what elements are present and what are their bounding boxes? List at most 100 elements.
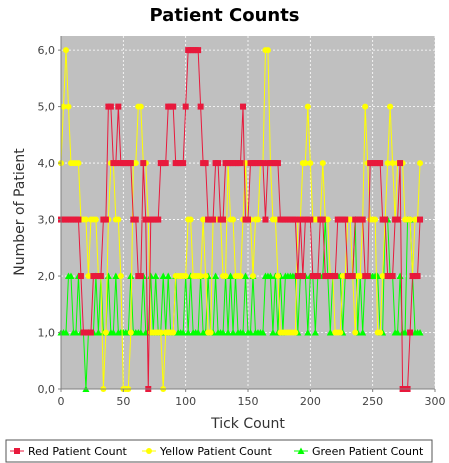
yellow-patient-count-point (324, 216, 331, 223)
green-patient-count-point (127, 272, 135, 280)
y-tick-label: 0,0 (38, 383, 56, 396)
green-patient-count-point (239, 329, 247, 336)
green-patient-count-point (147, 272, 155, 280)
yellow-patient-count-point (60, 103, 67, 110)
green-patient-count-point (67, 272, 75, 280)
green-patient-count-legend-label: Green Patient Count (312, 445, 424, 458)
y-tick-label: 5,0 (38, 101, 56, 114)
y-tick-label: 6,0 (38, 44, 56, 57)
y-tick-label: 4,0 (38, 157, 56, 170)
yellow-patient-count-point (75, 160, 82, 167)
green-patient-count-point (259, 329, 267, 336)
legend-frame (5, 439, 433, 463)
red-patient-count-point (142, 216, 149, 223)
yellow-patient-count-point (357, 273, 364, 280)
red-patient-count-point (220, 216, 227, 223)
yellow-patient-count-point (137, 103, 144, 110)
yellow-patient-count-point (222, 273, 229, 280)
yellow-patient-count-point (85, 273, 92, 280)
red-patient-count-point (202, 160, 209, 167)
green-patient-count-point (224, 329, 232, 336)
red-patient-count-point (359, 216, 366, 223)
green-patient-count-point (194, 329, 202, 336)
yellow-patient-count-point (197, 273, 204, 280)
red-patient-count-point (382, 216, 389, 223)
red-patient-count-legend-marker (14, 448, 20, 454)
red-patient-count-point (127, 160, 134, 167)
yellow-patient-count-point (274, 273, 281, 280)
green-patient-count-point (269, 329, 277, 336)
green-patient-count-point (112, 272, 120, 280)
x-tick-label: 50 (116, 395, 130, 408)
red-patient-count-point (397, 160, 404, 167)
green-patient-count-point (416, 329, 424, 336)
x-tick-label: 250 (362, 395, 383, 408)
green-patient-count-point (179, 329, 187, 336)
chart-title: Patient Counts (149, 5, 299, 26)
red-patient-count-point (180, 160, 187, 167)
red-patient-count-point (210, 216, 217, 223)
yellow-patient-count-point (362, 103, 369, 110)
yellow-patient-count-point (307, 160, 314, 167)
red-patient-count-point (182, 103, 189, 110)
x-tick-label: 300 (425, 395, 446, 408)
yellow-patient-count-point (62, 47, 69, 54)
red-patient-count-point (417, 216, 424, 223)
yellow-patient-count-point (379, 273, 386, 280)
green-patient-count-point (152, 272, 160, 280)
green-patient-count-point (394, 329, 402, 336)
red-patient-count-point (137, 273, 144, 280)
red-patient-count-point (245, 216, 251, 223)
green-patient-count-point (219, 329, 227, 336)
red-patient-count-point (240, 103, 247, 110)
red-patient-count-point (140, 160, 147, 167)
green-patient-count-point (62, 329, 70, 336)
red-patient-count-point (155, 216, 162, 223)
yellow-patient-count-point (292, 329, 299, 336)
yellow-patient-count-legend-marker (146, 448, 152, 454)
red-patient-count-point (170, 103, 177, 110)
red-patient-count-point (314, 273, 321, 280)
legend: Red Patient Count Yellow Patient Count Gre… (5, 439, 433, 463)
green-patient-count-point (304, 329, 312, 336)
red-patient-count-point (299, 273, 306, 280)
green-patient-count-point (164, 272, 172, 280)
red-patient-count-point (332, 273, 339, 280)
green-patient-count-point (159, 272, 167, 280)
green-patient-count-point (246, 329, 254, 336)
red-patient-count-point (342, 216, 349, 223)
y-tick-label: 3,0 (38, 214, 56, 227)
red-patient-count-point (297, 216, 304, 223)
yellow-patient-count-point (65, 103, 72, 110)
green-patient-count-point (401, 329, 409, 336)
green-patient-count-point (72, 329, 80, 336)
yellow-patient-count-point (187, 216, 194, 223)
yellow-patient-count-point (384, 160, 391, 167)
yellow-patient-count-point (182, 273, 189, 280)
yellow-patient-count-point (237, 273, 244, 280)
red-patient-count-point (307, 216, 314, 223)
yellow-patient-count-point (127, 329, 134, 336)
x-tick-label: 200 (300, 395, 321, 408)
red-patient-count-point (292, 216, 299, 223)
red-patient-count-point (389, 273, 396, 280)
green-patient-count-point (242, 272, 250, 280)
red-patient-count-point (87, 329, 94, 336)
red-patient-count-point (197, 103, 204, 110)
red-patient-count-point (107, 103, 114, 110)
yellow-patient-count-point (117, 273, 124, 280)
green-patient-count-point (227, 272, 235, 280)
green-patient-count-point (137, 329, 145, 336)
red-patient-count-series (58, 47, 424, 392)
yellow-patient-count-point (319, 160, 326, 167)
yellow-patient-count-point (157, 329, 164, 336)
red-patient-count-point (75, 216, 82, 223)
red-patient-count-legend-label: Red Patient Count (28, 445, 128, 458)
green-patient-count-point (359, 329, 367, 336)
red-patient-count-point (259, 160, 266, 167)
yellow-patient-count-point (387, 103, 394, 110)
axes: 0,0 1,0 2,0 3,0 4,0 5,0 6,0 0 50 100 150 200 250 300 (38, 36, 446, 408)
y-tick-label: 1,0 (38, 327, 56, 340)
red-patient-count-point (394, 216, 401, 223)
